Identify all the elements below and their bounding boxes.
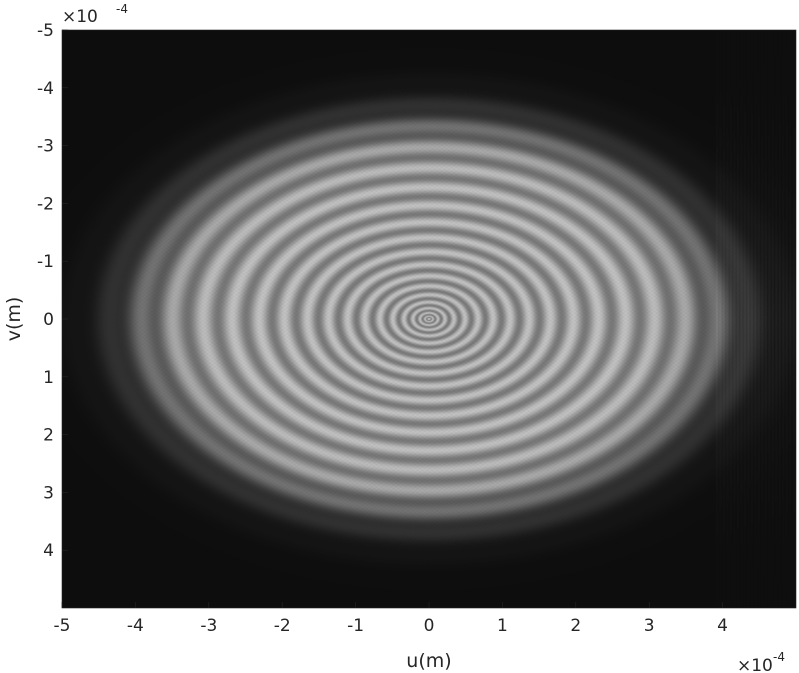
- y-axis-ticks: -5 -4 -3 -2 -1 0 1 2 3 4: [37, 21, 68, 561]
- y-axis-label: v(m): [3, 297, 25, 342]
- y-tick-label: -3: [37, 137, 54, 157]
- x-tick-label: -2: [274, 616, 291, 636]
- x-tick-label: 3: [644, 616, 655, 636]
- x-tick-label: -3: [200, 616, 217, 636]
- y-tick-label: 4: [43, 541, 54, 561]
- y-tick-label: -5: [37, 21, 54, 41]
- x-tick-label: -5: [54, 616, 71, 636]
- x-axis-exponent: ×10 -4: [737, 650, 785, 673]
- x-tick-label: -4: [127, 616, 144, 636]
- y-tick-label: -2: [37, 194, 54, 214]
- y-tick-label: 3: [43, 483, 54, 503]
- x-axis-ticks: -5 -4 -3 -2 -1 0 1 2 3 4: [54, 602, 728, 636]
- x-tick-label: 4: [717, 616, 728, 636]
- y-tick-label: -4: [37, 79, 54, 99]
- x-exponent-base: ×10: [737, 656, 773, 673]
- y-tick-label: 0: [43, 310, 54, 330]
- y-axis-exponent: ×10 -4: [62, 2, 128, 27]
- y-exponent-base: ×10: [62, 7, 98, 27]
- y-tick-label: 1: [43, 368, 54, 388]
- x-axis-label: u(m): [406, 650, 451, 672]
- heatmap-image: [62, 30, 796, 608]
- plot-area: [61, 29, 797, 609]
- y-tick-label: -1: [37, 252, 54, 272]
- x-tick-label: -1: [347, 616, 364, 636]
- x-exponent-power: -4: [773, 650, 785, 664]
- x-tick-label: 0: [424, 616, 435, 636]
- y-exponent-power: -4: [116, 2, 128, 16]
- x-tick-label: 1: [497, 616, 508, 636]
- x-tick-label: 2: [570, 616, 581, 636]
- y-tick-label: 2: [43, 426, 54, 446]
